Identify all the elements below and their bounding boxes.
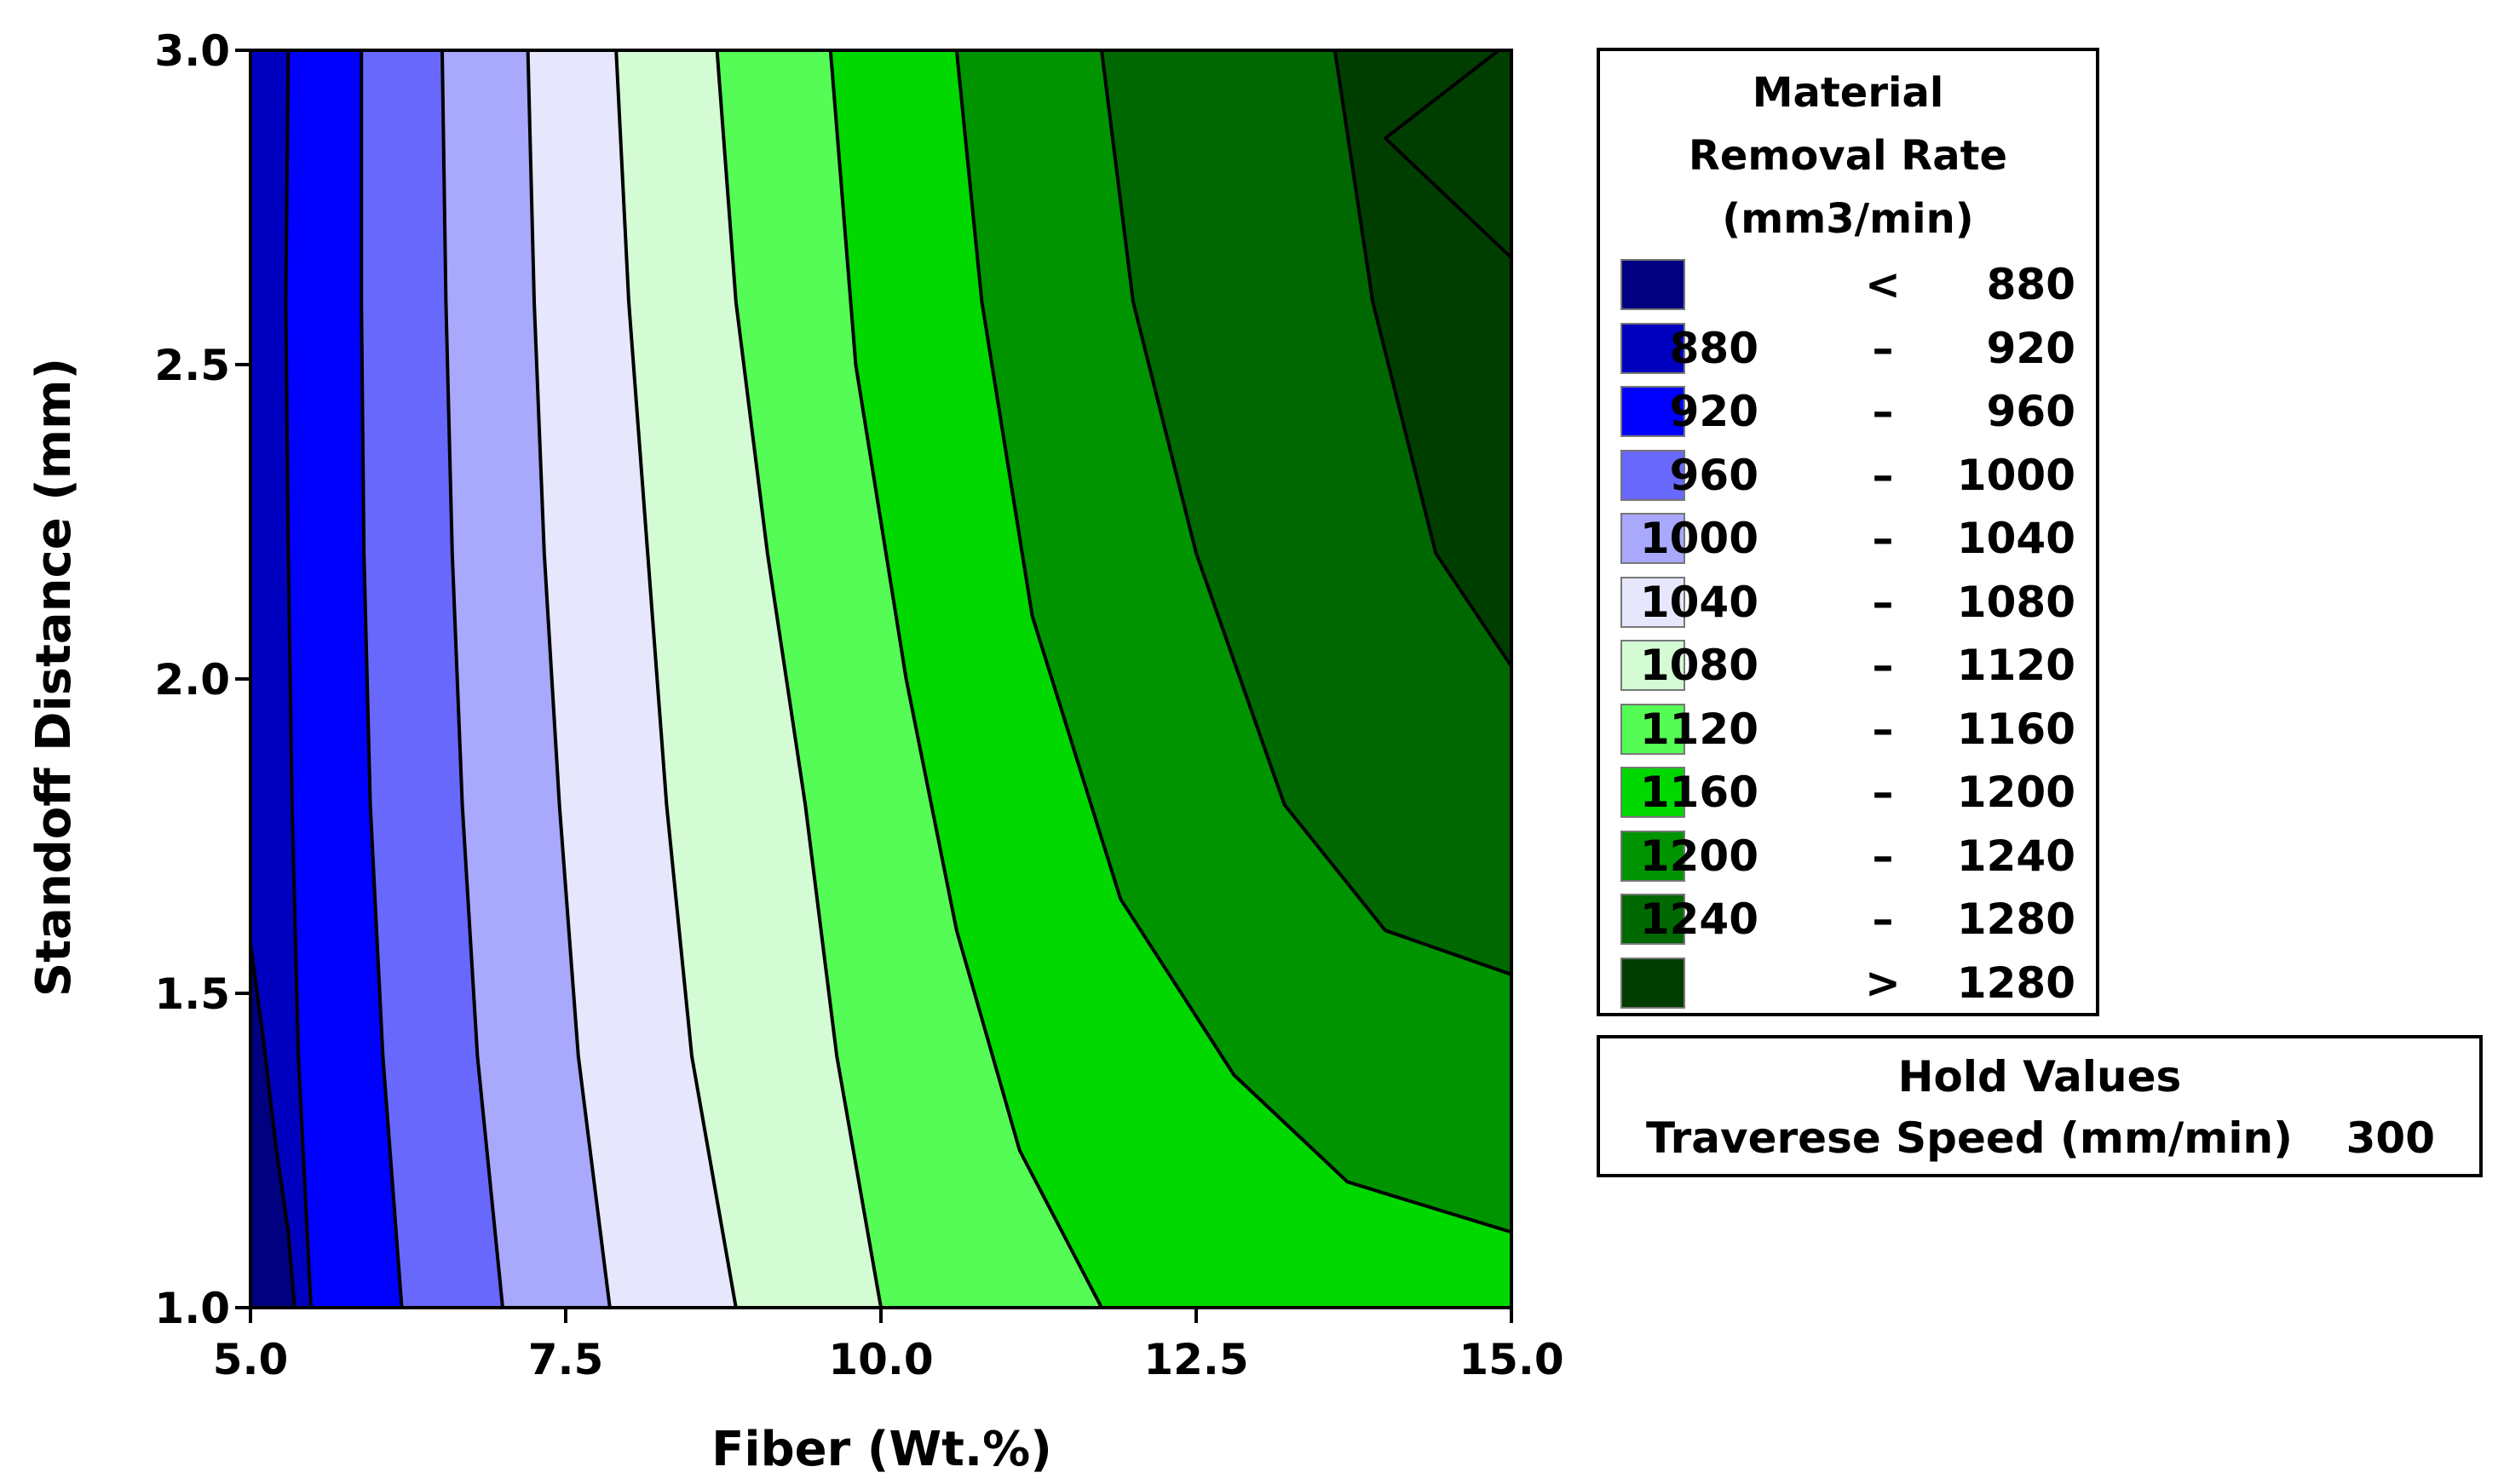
legend-separator: – bbox=[1872, 768, 1894, 817]
contour-line-1040 bbox=[526, 50, 612, 1308]
legend-entry: 1120 – 1160 bbox=[1620, 703, 2081, 755]
legend-high-value: 1120 bbox=[1956, 641, 2075, 690]
hold-values-title: Hold Values bbox=[1897, 1052, 2182, 1101]
plot-area bbox=[250, 50, 1511, 1308]
legend-low-value: 1080 bbox=[1639, 641, 1758, 690]
x-axis-title: Fiber (Wt.%) bbox=[711, 1422, 1052, 1477]
x-tick-label: 12.5 bbox=[1143, 1335, 1248, 1384]
legend-entry: 1080 – 1120 bbox=[1620, 640, 2081, 691]
legend-entry: 1000 – 1040 bbox=[1620, 513, 2081, 564]
legend-high-value: 1160 bbox=[1956, 704, 2075, 754]
legend-entry: 1040 – 1080 bbox=[1620, 576, 2081, 628]
legend-swatch bbox=[1620, 259, 1685, 310]
legend-title-line-1: Material bbox=[1752, 69, 1944, 117]
legend-separator: – bbox=[1872, 704, 1894, 754]
legend-swatch bbox=[1620, 703, 1685, 755]
contour-line-1000 bbox=[440, 50, 504, 1308]
legend-separator: – bbox=[1872, 387, 1894, 436]
legend-swatch bbox=[1620, 894, 1685, 945]
contour-line-920 bbox=[284, 50, 313, 1308]
legend-swatch bbox=[1620, 449, 1685, 501]
legend-high-value: 1040 bbox=[1956, 514, 2075, 563]
legend-entry: 1200 – 1240 bbox=[1620, 830, 2081, 882]
legend-high-value: 1000 bbox=[1956, 450, 2075, 500]
legend-entry: 1160 – 1200 bbox=[1620, 767, 2081, 818]
legend-low-value: 1160 bbox=[1639, 768, 1758, 817]
legend-title-line-2: Removal Rate bbox=[1688, 132, 2008, 180]
contour-line-1160 bbox=[828, 50, 1103, 1308]
legend-high-value: 880 bbox=[1986, 260, 2075, 309]
legend-low-value: 1200 bbox=[1639, 831, 1758, 881]
contour-line-1280 bbox=[1332, 50, 1511, 668]
legend-separator: – bbox=[1872, 450, 1894, 500]
legend-high-value: 960 bbox=[1986, 387, 2075, 436]
y-tick-label: 1.5 bbox=[154, 969, 230, 1019]
y-axis-title: Standoff Distance (mm) bbox=[26, 358, 82, 997]
legend-swatch bbox=[1620, 640, 1685, 691]
y-tick-label: 2.5 bbox=[154, 341, 230, 390]
x-tick-label: 5.0 bbox=[213, 1335, 289, 1384]
legend-low-value: 1040 bbox=[1639, 577, 1758, 627]
y-tick-label: 2.0 bbox=[154, 655, 230, 705]
legend-swatch bbox=[1620, 322, 1685, 374]
contour-line-880 bbox=[250, 942, 296, 1308]
legend-swatch bbox=[1620, 576, 1685, 628]
legend-low-value: 1120 bbox=[1639, 704, 1758, 754]
legend-swatch bbox=[1620, 513, 1685, 564]
legend-swatch bbox=[1620, 830, 1685, 882]
legend-entry: 880 – 920 bbox=[1620, 322, 2081, 374]
legend-separator: > bbox=[1865, 958, 1901, 1008]
legend-entry: 960 – 1000 bbox=[1620, 449, 2081, 501]
x-tick-label: 7.5 bbox=[528, 1335, 604, 1384]
hold-variable-name: Traverese Speed (mm/min) bbox=[1646, 1113, 2293, 1163]
y-tick-label: 3.0 bbox=[154, 26, 230, 76]
contour-line-1080 bbox=[614, 50, 738, 1308]
legend-low-value: 1240 bbox=[1639, 894, 1758, 944]
legend-low-value: 920 bbox=[1669, 387, 1758, 436]
contour-line-1240 bbox=[1100, 50, 1511, 976]
legend-entry: 1240 – 1280 bbox=[1620, 894, 2081, 945]
axes: 5.0 7.5 10.0 12.5 15.0 1.0 1.5 2.0 2.5 3.0 bbox=[154, 26, 1563, 1384]
legend-high-value: 1080 bbox=[1956, 577, 2075, 627]
legend-high-value: 920 bbox=[1986, 323, 2075, 373]
legend-separator: – bbox=[1872, 641, 1894, 690]
hold-variable-value: 300 bbox=[2345, 1113, 2435, 1163]
legend-separator: – bbox=[1872, 894, 1894, 944]
legend-high-value: 1280 bbox=[1956, 894, 2075, 944]
contour-line-1320 bbox=[1384, 50, 1511, 259]
legend-separator: – bbox=[1872, 831, 1894, 881]
legend: Material Removal Rate (mm3/min) <880 880–… bbox=[1597, 48, 2099, 1016]
legend-high-value: 1240 bbox=[1956, 831, 2075, 881]
x-tick-label: 10.0 bbox=[828, 1335, 933, 1384]
legend-entry: 920 – 960 bbox=[1620, 386, 2081, 437]
hold-values-panel: Hold Values Traverese Speed (mm/min) 300 bbox=[1597, 1035, 2483, 1177]
legend-low-value: 960 bbox=[1669, 450, 1758, 500]
y-tick-label: 1.0 bbox=[154, 1284, 230, 1333]
legend-separator: – bbox=[1872, 577, 1894, 627]
legend-low-value: 1000 bbox=[1639, 514, 1758, 563]
legend-separator: – bbox=[1872, 323, 1894, 373]
x-tick-label: 15.0 bbox=[1459, 1335, 1563, 1384]
contour-line-1200 bbox=[954, 50, 1511, 1234]
contour-line-960 bbox=[360, 50, 404, 1308]
legend-high-value: 1280 bbox=[1956, 958, 2075, 1008]
legend-entry: >1280 bbox=[1620, 957, 2081, 1009]
legend-separator: < bbox=[1865, 260, 1901, 309]
legend-low-value: 880 bbox=[1669, 323, 1758, 373]
legend-swatch bbox=[1620, 767, 1685, 818]
legend-separator: – bbox=[1872, 514, 1894, 563]
legend-swatch bbox=[1620, 386, 1685, 437]
legend-entry: <880 bbox=[1620, 259, 2081, 310]
legend-title-line-3: (mm3/min) bbox=[1722, 195, 1974, 243]
legend-high-value: 1200 bbox=[1956, 768, 2075, 817]
legend-swatch bbox=[1620, 957, 1685, 1009]
contour-line-1120 bbox=[715, 50, 883, 1308]
